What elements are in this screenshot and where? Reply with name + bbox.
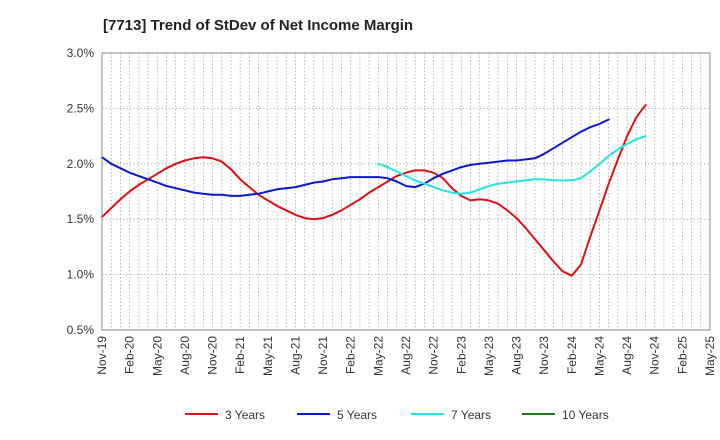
x-tick-label: Feb-20 [123, 336, 137, 374]
series-line-5-years [101, 118, 610, 197]
x-tick-label: Feb-22 [344, 336, 358, 374]
legend: 3 Years 5 Years 7 Years 10 Years [185, 408, 609, 422]
legend-label: 3 Years [225, 408, 265, 422]
x-tick-label: May-20 [150, 336, 164, 376]
x-tick-label: Nov-20 [206, 336, 220, 375]
x-tick-label: Aug-22 [399, 336, 413, 375]
chart-title: [7713] Trend of StDev of Net Income Marg… [103, 17, 414, 34]
grid-lines [102, 53, 710, 330]
series-lines [101, 104, 647, 277]
legend-label: 7 Years [451, 408, 491, 422]
x-tick-label: Nov-22 [427, 336, 441, 375]
y-tick-label: 0.5% [67, 323, 95, 337]
x-tick-label: May-25 [703, 336, 717, 376]
x-tick-label: Feb-23 [454, 336, 468, 374]
x-tick-label: Nov-19 [95, 336, 109, 375]
x-tick-label: May-22 [371, 336, 385, 376]
x-tick-label: Aug-20 [178, 336, 192, 375]
legend-label: 10 Years [562, 408, 609, 422]
x-tick-label: Feb-21 [233, 336, 247, 374]
y-tick-label: 1.5% [67, 212, 95, 226]
x-tick-label: Aug-23 [510, 336, 524, 375]
y-tick-label: 1.0% [67, 268, 95, 282]
y-tick-label: 2.0% [67, 157, 95, 171]
x-tick-label: May-24 [592, 336, 606, 376]
x-tick-label: Aug-21 [288, 336, 302, 375]
legend-label: 5 Years [337, 408, 377, 422]
y-tick-label: 3.0% [67, 46, 95, 60]
x-tick-label: Feb-24 [565, 336, 579, 374]
x-axis: Nov-19 Feb-20 May-20 Aug-20 Nov-20 Feb-21 May-… [95, 336, 717, 376]
x-tick-label: Feb-25 [675, 336, 689, 374]
x-tick-label: May-21 [261, 336, 275, 376]
series-line-3-years [101, 104, 647, 277]
x-tick-label: Aug-24 [620, 336, 634, 375]
y-tick-label: 2.5% [67, 101, 95, 115]
x-tick-label: May-23 [482, 336, 496, 376]
series-line-7-years [377, 135, 647, 195]
y-axis: 0.5% 1.0% 1.5% 2.0% 2.5% 3.0% [67, 46, 95, 337]
x-tick-label: Nov-24 [648, 336, 662, 375]
plot-frame [101, 52, 711, 331]
x-tick-label: Nov-23 [537, 336, 551, 375]
x-tick-label: Nov-21 [316, 336, 330, 375]
